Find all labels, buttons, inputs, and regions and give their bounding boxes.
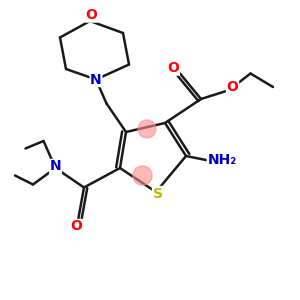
Text: N: N <box>90 73 102 86</box>
Text: NH₂: NH₂ <box>207 154 237 167</box>
Text: O: O <box>167 61 179 75</box>
Text: O: O <box>85 8 98 22</box>
Text: N: N <box>50 160 61 173</box>
Circle shape <box>138 120 156 138</box>
Text: O: O <box>70 220 83 233</box>
Text: S: S <box>152 187 163 200</box>
Circle shape <box>133 166 152 185</box>
Text: O: O <box>226 80 238 94</box>
